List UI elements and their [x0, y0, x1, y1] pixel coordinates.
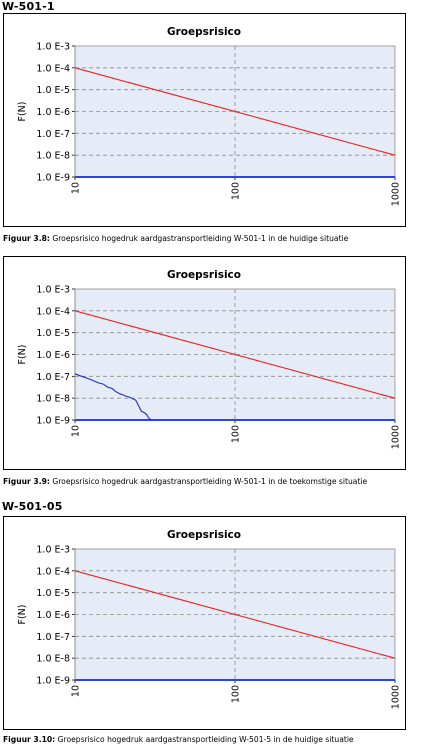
- x-tick-label: 1000: [391, 685, 402, 709]
- reference-line: [74, 570, 396, 659]
- y-tick-label: 1.0 E-8: [36, 394, 70, 405]
- x-tick-label: 10: [71, 685, 82, 697]
- x-tick-label: 100: [231, 182, 242, 200]
- y-tick-label: 1.0 E-3: [36, 42, 70, 53]
- x-tick-label: 100: [231, 425, 242, 443]
- y-tick-label: 1.0 E-4: [36, 306, 70, 317]
- y-tick-label: 1.0 E-8: [36, 654, 70, 665]
- y-tick-label: 1.0 E-5: [36, 85, 70, 96]
- x-tick-label: 1000: [391, 425, 402, 449]
- chart-panel: Groepsrisico 1.0 E-9 1.0 E-8 1.0 E-7 1.0 E-6…: [3, 256, 406, 470]
- caption-label: Figuur 3.8:: [3, 234, 50, 243]
- figure-caption: Figuur 3.9: Groepsrisico hogedruk aardga…: [3, 477, 367, 486]
- y-tick-label: 1.0 E-4: [36, 63, 70, 74]
- x-tick-label: 10: [71, 182, 82, 194]
- caption-label: Figuur 3.9:: [3, 477, 50, 486]
- chart-title: Groepsrisico: [167, 26, 241, 38]
- x-tick-label: 100: [231, 685, 242, 703]
- section-heading: W-501-1: [2, 0, 55, 13]
- reference-line: [74, 310, 396, 399]
- caption-text: Groepsrisico hogedruk aardgastransportle…: [49, 477, 368, 486]
- y-tick-label: 1.0 E-7: [36, 632, 70, 643]
- chart-panel: Groepsrisico 1.0 E-9 1.0 E-8 1.0 E-7 1.0 E-6…: [3, 516, 406, 730]
- y-axis-label: F(N): [17, 345, 28, 365]
- y-tick-label: 1.0 E-9: [36, 676, 70, 687]
- y-tick-label: 1.0 E-7: [36, 372, 70, 383]
- section-heading: W-501-05: [2, 500, 63, 513]
- caption-label: Figuur 3.10:: [3, 735, 56, 744]
- y-tick-label: 1.0 E-5: [36, 588, 70, 599]
- risk-curve: [74, 373, 152, 421]
- y-tick-label: 1.0 E-6: [36, 107, 70, 118]
- y-tick-label: 1.0 E-5: [36, 328, 70, 339]
- figure-caption: Figuur 3.8: Groepsrisico hogedruk aardga…: [3, 234, 348, 243]
- x-tick-label: 10: [71, 425, 82, 437]
- y-tick-label: 1.0 E-6: [36, 350, 70, 361]
- y-tick-label: 1.0 E-9: [36, 416, 70, 427]
- chart-svg: Groepsrisico 1.0 E-9 1.0 E-8 1.0 E-7 1.0 E-6…: [17, 529, 402, 709]
- y-tick-label: 1.0 E-3: [36, 285, 70, 296]
- chart-panel: Groepsrisico 1.0 E-9 1.0 E-8 1.0 E-7 1.0 E-6…: [3, 13, 406, 227]
- y-tick-label: 1.0 E-4: [36, 566, 70, 577]
- chart-title: Groepsrisico: [167, 269, 241, 281]
- y-tick-label: 1.0 E-3: [36, 545, 70, 556]
- caption-text: Groepsrisico hogedruk aardgastransportle…: [55, 735, 354, 744]
- y-axis-label: F(N): [17, 605, 28, 625]
- chart-svg: Groepsrisico 1.0 E-9 1.0 E-8 1.0 E-7 1.0 E-6…: [17, 269, 402, 449]
- y-tick-label: 1.0 E-6: [36, 610, 70, 621]
- chart-title: Groepsrisico: [167, 529, 241, 541]
- chart-svg: Groepsrisico 1.0 E-9 1.0 E-8 1.0 E-7 1.0 E-6…: [17, 26, 402, 206]
- caption-text: Groepsrisico hogedruk aardgastransportle…: [49, 234, 349, 243]
- y-tick-label: 1.0 E-8: [36, 151, 70, 162]
- y-tick-label: 1.0 E-7: [36, 129, 70, 140]
- y-tick-label: 1.0 E-9: [36, 173, 70, 184]
- figure-caption: Figuur 3.10: Groepsrisico hogedruk aardg…: [3, 735, 354, 744]
- reference-line: [74, 67, 396, 156]
- y-axis-label: F(N): [17, 102, 28, 122]
- x-tick-label: 1000: [391, 182, 402, 206]
